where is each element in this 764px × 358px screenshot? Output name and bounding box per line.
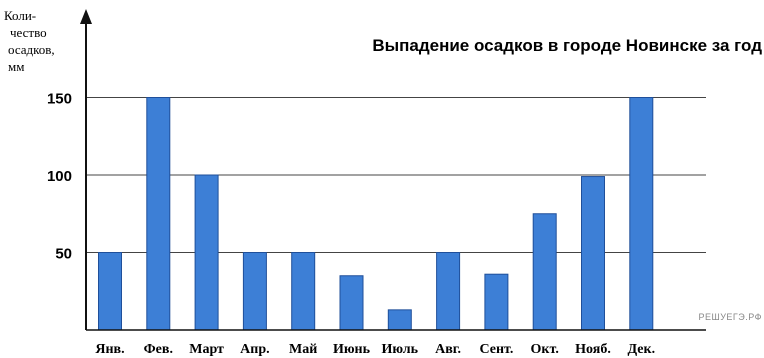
watermark: РЕШУЕГЭ.РФ <box>698 312 762 322</box>
y-axis-arrow-icon <box>80 9 92 24</box>
bar-9 <box>485 274 508 330</box>
bar-7 <box>388 310 411 330</box>
chart-title: Выпадение осадков в городе Новинске за г… <box>372 36 762 55</box>
bar-1 <box>99 253 122 331</box>
bar-5 <box>292 253 315 331</box>
y-axis-label-1: Коли- <box>4 8 36 23</box>
y-tick-labels: 50 100 150 <box>47 91 72 263</box>
bar-2 <box>147 98 170 331</box>
bar-11 <box>582 177 605 330</box>
x-tick-label-8: Авг. <box>435 342 461 357</box>
x-tick-label-1: Янв. <box>95 342 124 357</box>
y-tick-label-100: 100 <box>47 168 72 185</box>
x-tick-label-7: Июль <box>382 342 419 357</box>
gridlines <box>86 98 706 253</box>
x-tick-label-12: Дек. <box>628 342 656 357</box>
x-tick-label-5: Май <box>289 342 317 357</box>
bar-8 <box>437 253 460 331</box>
y-axis-label-3: осадков, <box>8 42 55 57</box>
x-tick-label-9: Сент. <box>479 342 513 357</box>
bar-3 <box>195 175 218 330</box>
bar-12 <box>630 98 653 331</box>
y-tick-label-150: 150 <box>47 91 72 108</box>
bar-4 <box>243 253 266 331</box>
x-tick-label-6: Июнь <box>333 342 371 357</box>
x-tick-label-3: Март <box>189 342 224 357</box>
y-axis <box>80 9 92 330</box>
x-tick-label-4: Апр. <box>240 342 269 357</box>
bar-10 <box>533 214 556 330</box>
y-tick-label-50: 50 <box>55 246 72 263</box>
x-tick-label-2: Фев. <box>144 342 173 357</box>
x-tick-labels: Янв. Фев. Март Апр. Май Июнь Июль Авг. Сент. Окт.… <box>95 342 655 357</box>
bars <box>99 98 653 331</box>
x-tick-label-11: Нояб. <box>575 342 611 357</box>
x-tick-label-10: Окт. <box>531 342 559 357</box>
y-axis-label-4: мм <box>8 59 24 74</box>
y-axis-label-2: чество <box>10 25 47 40</box>
bar-6 <box>340 276 363 330</box>
